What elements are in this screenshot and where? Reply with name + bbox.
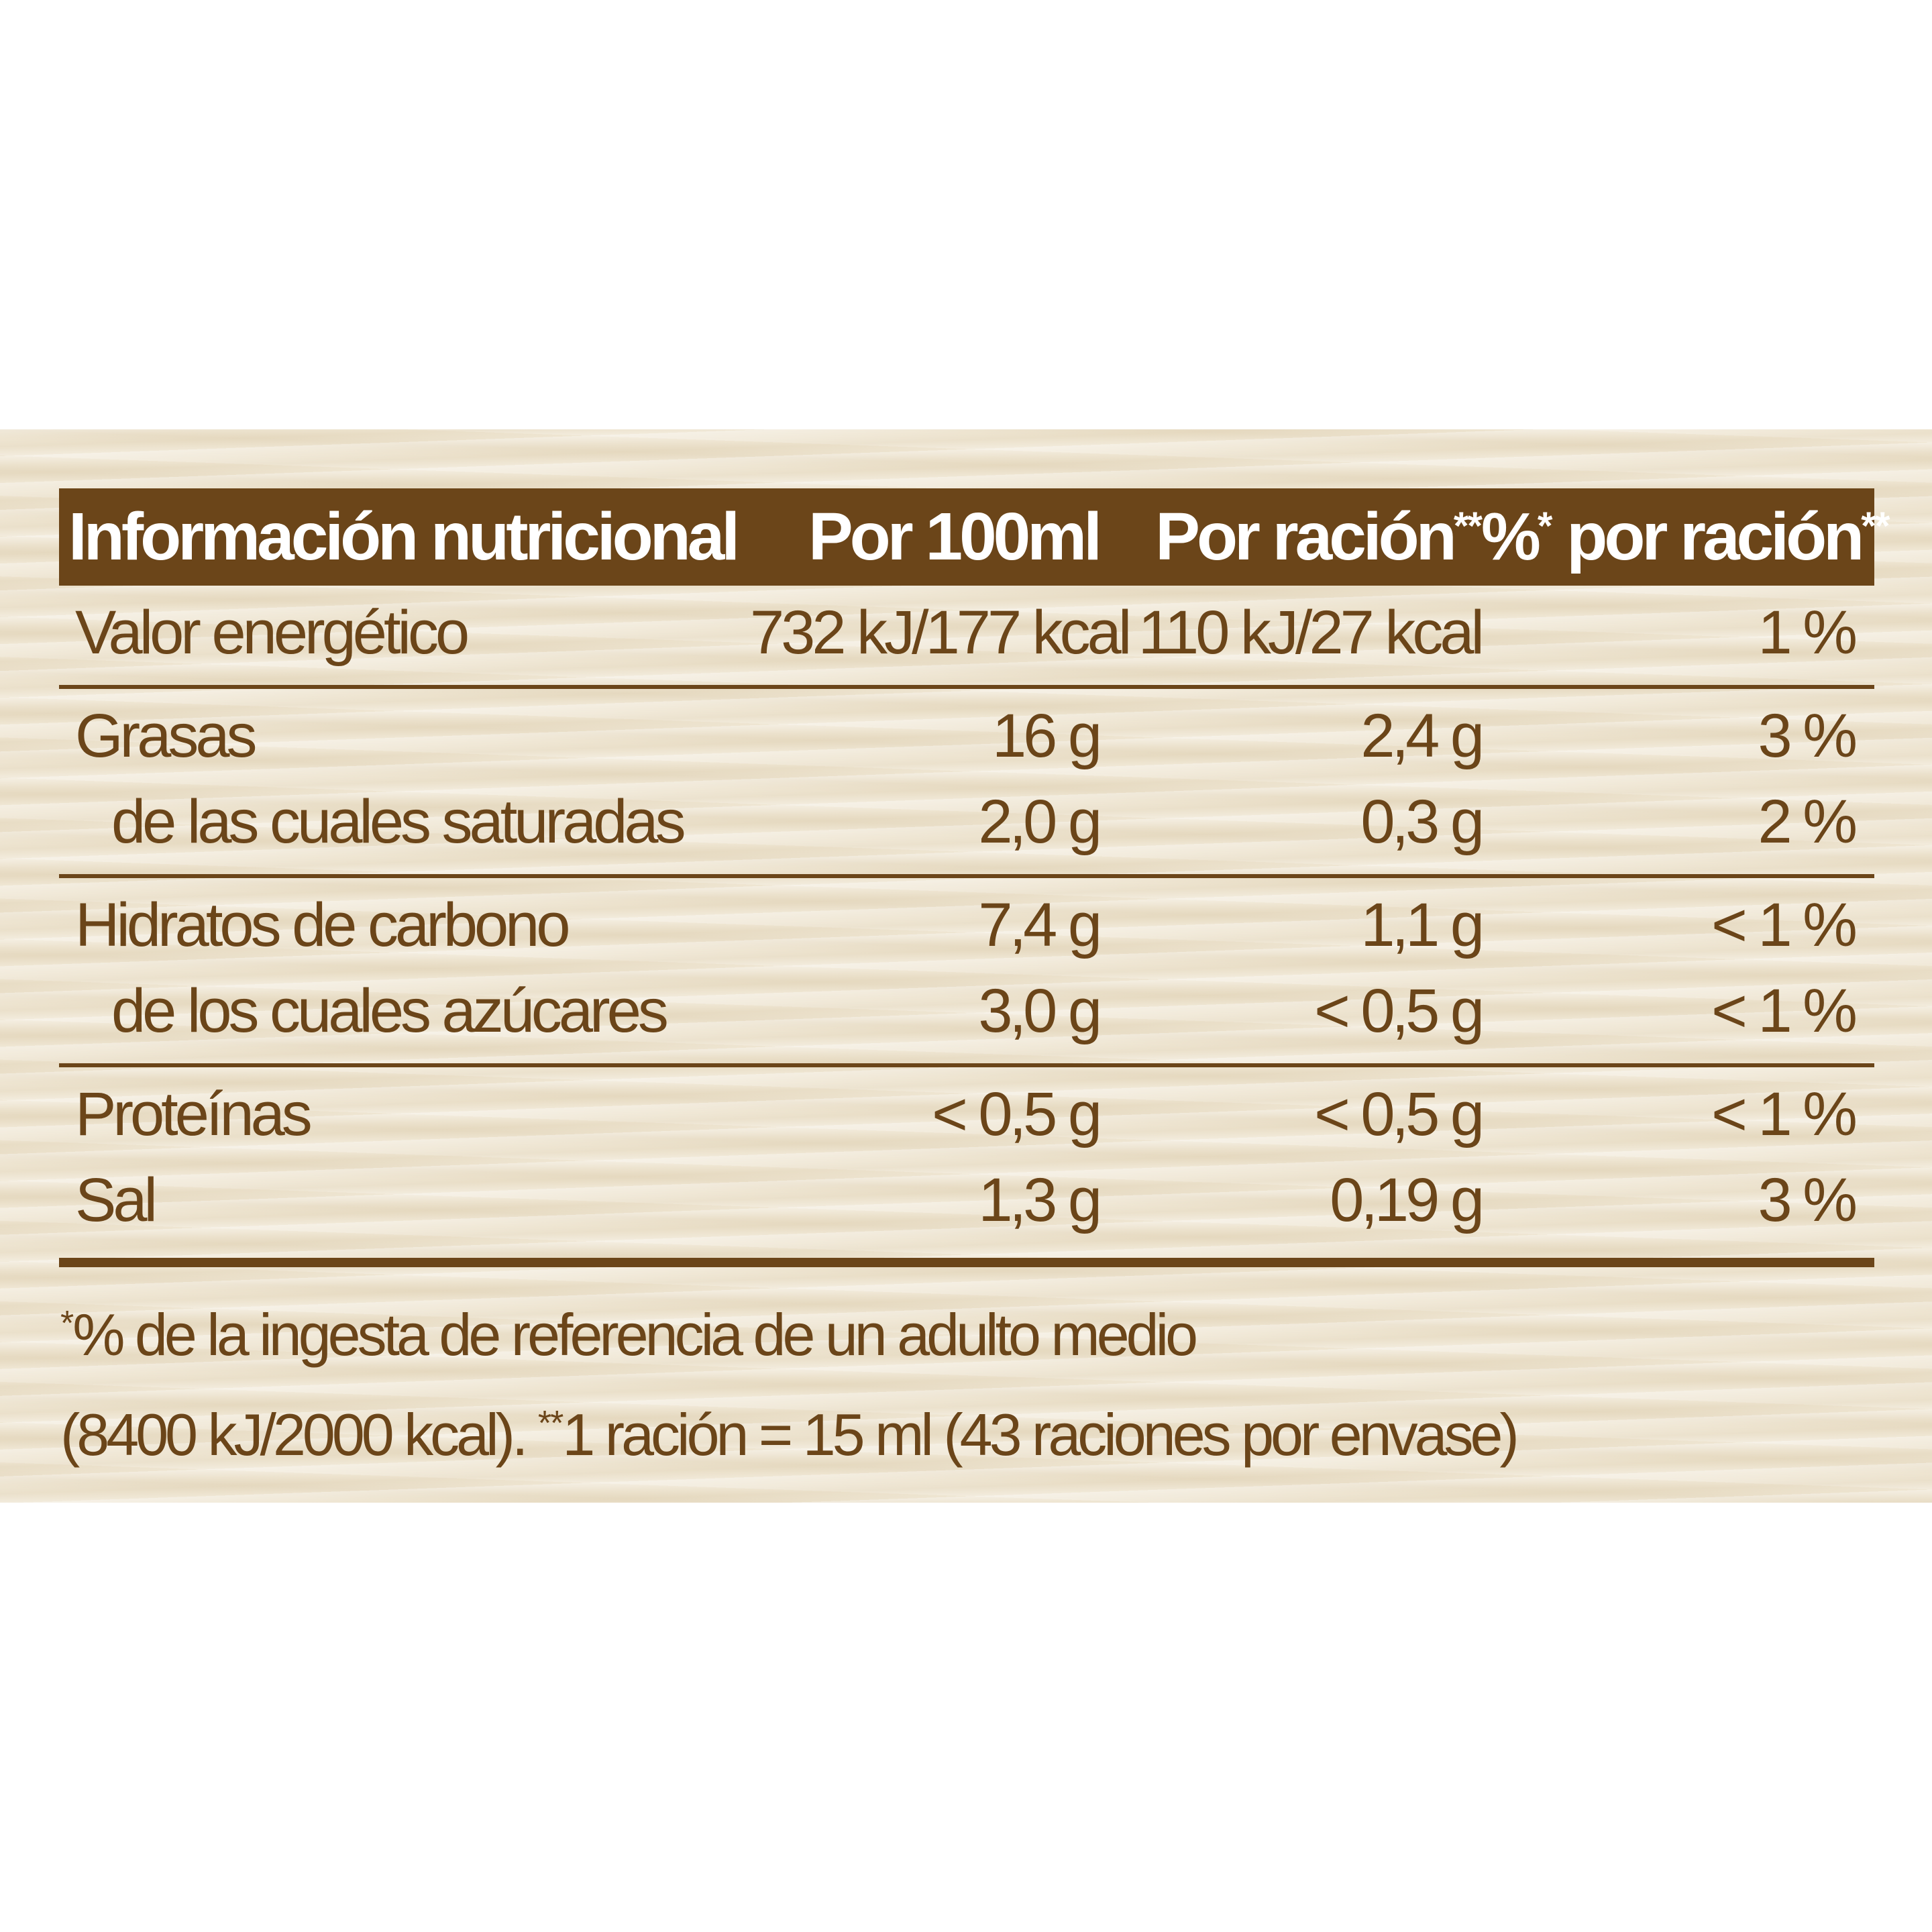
footnote: *% de la ingesta de referencia de un adu… (59, 1279, 1874, 1479)
row-name: de las cuales saturadas (111, 788, 686, 856)
table-row: de los cuales azúcares 3,0 g < 0,5 g < 1… (59, 968, 1874, 1054)
row-per-serving: 2,4 g (1360, 702, 1485, 770)
row-percent: 3 % (1758, 1166, 1858, 1234)
row-per-100ml: < 0,5 g (932, 1080, 1102, 1148)
row-percent: 3 % (1758, 702, 1858, 770)
header-percent-per-serving: %* por ración** (1481, 499, 1890, 574)
footnote-line-1: *% de la ingesta de referencia de un adu… (60, 1301, 1198, 1368)
header-per-serving-mark: ** (1453, 504, 1483, 548)
header-title: Información nutricional (68, 499, 740, 574)
header-per-100ml: Por 100ml (808, 499, 1102, 574)
header-pct-serving-mark: ** (1861, 504, 1890, 548)
row-percent: 1 % (1758, 598, 1858, 667)
row-per-serving: 0,19 g (1330, 1166, 1485, 1234)
footnote-line-2: (8400 kJ/2000 kcal). **1 ración = 15 ml … (60, 1401, 1519, 1468)
header-pct-mark: * (1537, 504, 1553, 548)
row-name: Hidratos de carbono (75, 891, 571, 959)
table-row: Sal 1,3 g 0,19 g 3 % (59, 1157, 1874, 1243)
row-per-100ml: 7,4 g (978, 891, 1102, 959)
row-per-100ml: 1,3 g (978, 1166, 1102, 1234)
header-per-serving: Por ración** (1155, 499, 1483, 574)
row-per-serving: 0,3 g (1360, 788, 1485, 856)
group-energy: Valor energético 732 kJ/177 kcal 110 kJ/… (59, 586, 1874, 689)
row-percent: < 1 % (1711, 977, 1858, 1045)
row-per-serving: 110 kJ/27 kcal (1138, 598, 1485, 667)
table-row: Grasas 16 g 2,4 g 3 % (59, 693, 1874, 779)
table-header: Información nutricional Por 100ml Por ra… (59, 488, 1890, 586)
group-fat: Grasas 16 g 2,4 g 3 % de las cuales satu… (59, 689, 1874, 878)
row-percent: < 1 % (1711, 891, 1858, 959)
footnote-mark-1: * (60, 1304, 74, 1343)
table-row: Hidratos de carbono 7,4 g 1,1 g < 1 % (59, 882, 1874, 968)
table-row: Valor energético 732 kJ/177 kcal 110 kJ/… (59, 590, 1874, 676)
row-name: Proteínas (75, 1080, 313, 1148)
table-row: de las cuales saturadas 2,0 g 0,3 g 2 % (59, 779, 1874, 865)
row-per-100ml: 3,0 g (978, 977, 1102, 1045)
row-name: Sal (75, 1166, 158, 1234)
row-per-100ml: 16 g (991, 702, 1102, 770)
row-percent: 2 % (1758, 788, 1858, 856)
row-percent: < 1 % (1711, 1080, 1858, 1148)
row-per-serving: 1,1 g (1360, 891, 1485, 959)
row-name: de los cuales azúcares (111, 977, 669, 1045)
row-per-100ml: 2,0 g (978, 788, 1102, 856)
row-name: Valor energético (75, 598, 470, 667)
row-per-serving: < 0,5 g (1314, 977, 1485, 1045)
table-row: Proteínas < 0,5 g < 0,5 g < 1 % (59, 1071, 1874, 1157)
textured-background (0, 429, 1932, 1503)
row-per-100ml: 732 kJ/177 kcal (750, 598, 1132, 667)
group-protein-salt: Proteínas < 0,5 g < 0,5 g < 1 % Sal 1,3 … (59, 1067, 1874, 1267)
row-name: Grasas (75, 702, 258, 770)
nutrition-label: Información nutricional Por 100ml Por ra… (59, 488, 1890, 1479)
row-per-serving: < 0,5 g (1314, 1080, 1485, 1148)
group-carbs: Hidratos de carbono 7,4 g 1,1 g < 1 % de… (59, 878, 1874, 1067)
footnote-mark-2: ** (537, 1404, 564, 1443)
